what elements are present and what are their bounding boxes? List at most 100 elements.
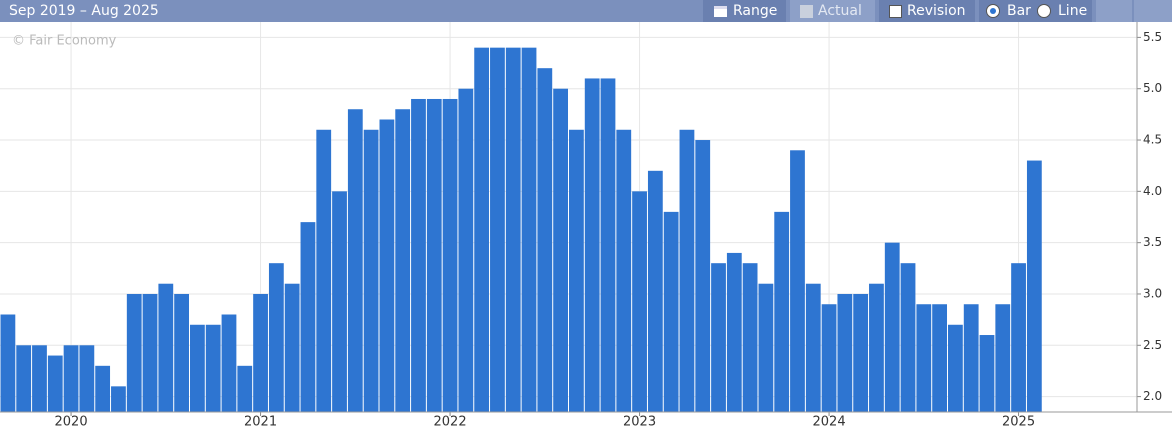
bar xyxy=(790,150,805,412)
bar xyxy=(837,293,853,412)
bar xyxy=(32,345,47,412)
watermark: © Fair Economy xyxy=(12,34,117,49)
calendar-icon xyxy=(714,6,727,17)
y-tick-label: 5.5 xyxy=(1143,30,1162,44)
bar xyxy=(537,68,553,413)
bar xyxy=(805,283,821,412)
bar xyxy=(379,119,395,412)
date-range: Sep 2019 – Aug 2025 xyxy=(9,3,159,19)
zoom-in-button[interactable] xyxy=(1096,0,1132,22)
bar xyxy=(79,345,95,412)
bar xyxy=(853,293,869,412)
bar xyxy=(695,140,711,413)
bar xyxy=(948,324,963,412)
bar xyxy=(632,191,647,412)
bar xyxy=(158,283,174,412)
bar xyxy=(111,386,126,412)
bar xyxy=(174,293,189,412)
y-tick-label: 5.0 xyxy=(1143,81,1162,95)
bar xyxy=(316,129,332,412)
range-button[interactable]: Range xyxy=(703,0,786,22)
bar xyxy=(126,293,142,412)
bar xyxy=(442,98,458,412)
bar xyxy=(1011,263,1026,412)
line-label: Line xyxy=(1058,3,1088,19)
bar xyxy=(363,129,379,412)
x-tick-label: 2020 xyxy=(55,415,88,428)
bar xyxy=(474,47,490,412)
bar xyxy=(221,314,237,412)
x-tick-label: 2022 xyxy=(434,415,467,428)
bar xyxy=(726,252,742,412)
bar xyxy=(900,263,916,412)
bar xyxy=(521,47,537,412)
bar xyxy=(458,88,474,413)
y-tick-label: 3.5 xyxy=(1143,235,1162,249)
bar xyxy=(347,109,363,412)
bar xyxy=(569,129,584,412)
bar xyxy=(821,304,837,412)
bar xyxy=(63,345,79,412)
bar xyxy=(426,98,442,412)
bar xyxy=(584,78,600,413)
radio xyxy=(1037,4,1051,18)
bar xyxy=(616,129,632,412)
bar xyxy=(995,304,1011,412)
bar xyxy=(963,304,979,412)
revision-toggle[interactable]: Revision xyxy=(879,0,975,22)
bar xyxy=(284,283,300,412)
bar xyxy=(758,283,774,412)
bar xyxy=(411,98,426,412)
bar xyxy=(647,170,663,412)
bar xyxy=(663,211,679,412)
bar xyxy=(742,263,758,412)
x-tick-label: 2023 xyxy=(623,415,656,428)
bar xyxy=(979,335,995,412)
bar xyxy=(142,293,158,412)
toolbar: Sep 2019 – Aug 2025 Range Actual Revisio… xyxy=(0,0,1172,22)
bar xyxy=(916,304,932,412)
y-tick-label: 2.0 xyxy=(1143,389,1162,403)
bar xyxy=(869,283,884,412)
x-tick-label: 2025 xyxy=(1002,415,1035,428)
x-tick-label: 2024 xyxy=(813,415,846,428)
bar xyxy=(0,314,16,412)
bar xyxy=(300,222,316,412)
checkbox-checked xyxy=(800,5,813,18)
axis-panel xyxy=(1137,22,1172,412)
zoom-out-button[interactable] xyxy=(1134,0,1172,22)
bar xyxy=(1026,160,1042,412)
actual-label: Actual xyxy=(818,3,862,19)
bar xyxy=(237,365,253,412)
actual-toggle[interactable]: Actual xyxy=(790,0,875,22)
bar xyxy=(395,109,411,412)
bar xyxy=(205,324,221,412)
x-tick-label: 2021 xyxy=(244,415,277,428)
bar xyxy=(932,304,947,412)
bar xyxy=(332,191,347,412)
bar xyxy=(490,47,505,412)
y-tick-label: 4.5 xyxy=(1143,133,1162,147)
y-tick-label: 3.0 xyxy=(1143,286,1162,300)
bar xyxy=(253,293,268,412)
bar xyxy=(268,263,284,412)
bar xyxy=(16,345,32,412)
bar xyxy=(679,129,695,412)
bar xyxy=(95,365,111,412)
bar xyxy=(190,324,205,412)
bar xyxy=(600,78,616,413)
bar xyxy=(47,355,63,412)
bar xyxy=(553,88,568,413)
y-tick-label: 2.5 xyxy=(1143,338,1162,352)
bar xyxy=(884,242,900,412)
range-label: Range xyxy=(733,3,778,19)
bar xyxy=(711,263,726,412)
bar xyxy=(774,211,790,412)
checkbox xyxy=(889,5,902,18)
bar-label: Bar xyxy=(1007,3,1031,19)
radio-selected xyxy=(986,4,1000,18)
type-selector[interactable]: Bar Line xyxy=(979,0,1092,22)
revision-label: Revision xyxy=(907,3,966,19)
